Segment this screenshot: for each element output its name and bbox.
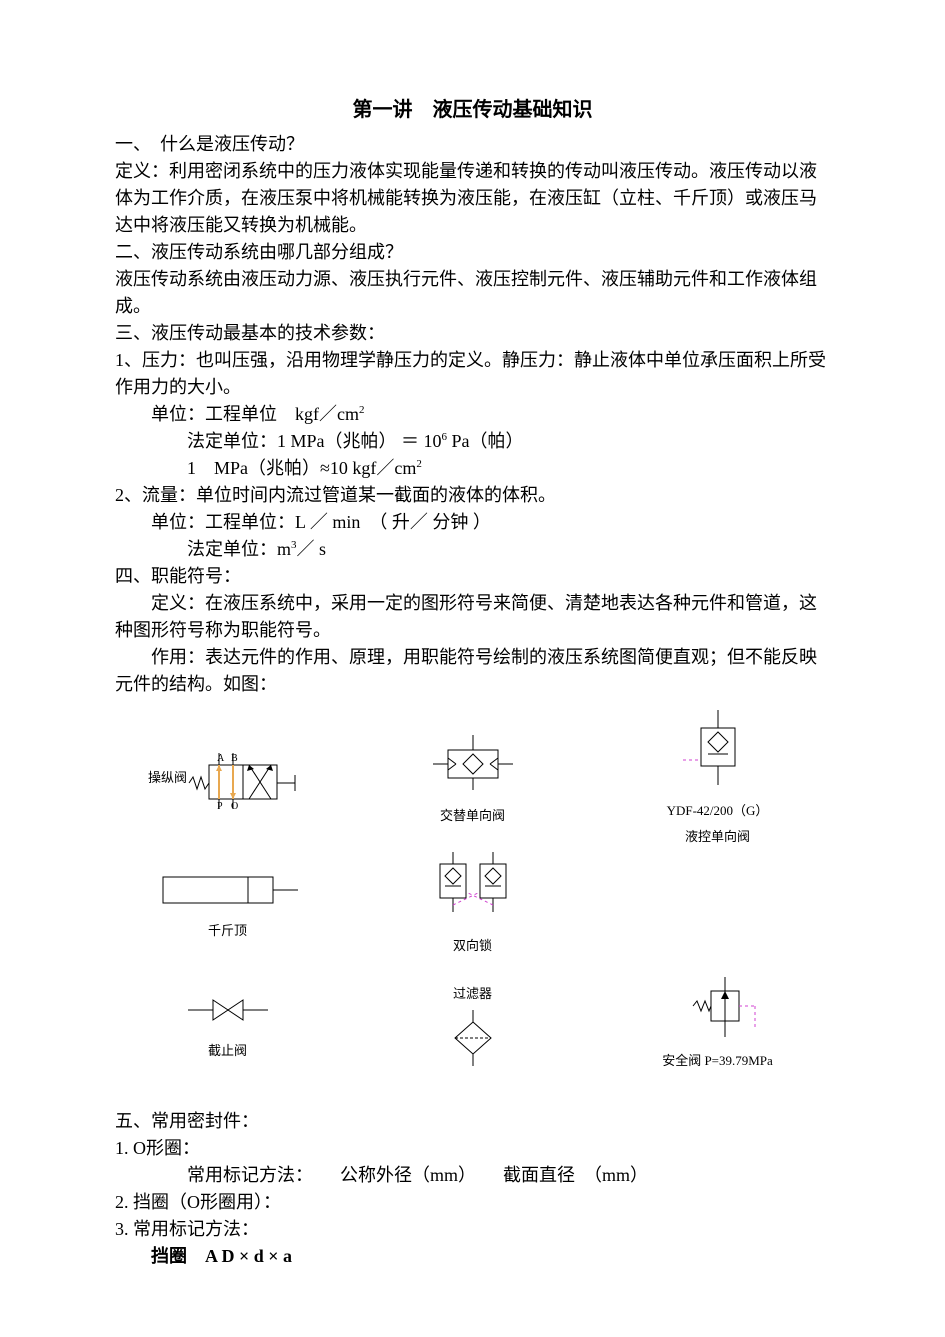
symbol-control-valve: 操纵阀 A bbox=[115, 718, 340, 838]
sec5-p2: 2. 挡圈（O形圈用）： bbox=[115, 1189, 830, 1216]
symbol-grid: 操纵阀 A bbox=[115, 718, 830, 1078]
symbol-shuttle-valve: 交替单向阀 bbox=[360, 718, 585, 838]
sec3-unit1: 单位：工程单位 kgf／cm2 bbox=[115, 401, 830, 428]
symbol-pilot-check-valve: YDF-42/200（G） 液控单向阀 bbox=[605, 718, 830, 838]
sec1-def: 定义：利用密闭系统中的压力液体实现能量传递和转换的传动叫液压传动。液压传动以液体… bbox=[115, 158, 830, 239]
sec2-body: 液压传动系统由液压动力源、液压执行元件、液压控制元件、液压辅助元件和工作液体组成… bbox=[115, 266, 830, 320]
sec3-unit4: 单位：工程单位：L ／ min （ 升／ 分钟 ） bbox=[115, 509, 830, 536]
stop-valve-icon bbox=[183, 985, 273, 1035]
port-O: O bbox=[231, 801, 238, 812]
shuttle-valve-icon bbox=[418, 730, 528, 800]
sec4-heading: 四、职能符号： bbox=[115, 563, 830, 590]
sec5-p1: 1. O形圈： bbox=[115, 1135, 830, 1162]
label-filter: 过滤器 bbox=[453, 984, 492, 1004]
label-control-valve: 操纵阀 bbox=[148, 768, 187, 788]
double-lock-icon bbox=[418, 850, 528, 930]
sec4-def: 定义：在液压系统中，采用一定的图形符号来简便、清楚地表达各种元件和管道，这种图形… bbox=[115, 590, 830, 644]
sec1-heading: 一、 什么是液压传动？ bbox=[115, 131, 830, 158]
jack-icon bbox=[153, 865, 303, 915]
sec2-heading: 二、液压传动系统由哪几部分组成？ bbox=[115, 239, 830, 266]
unit2a: 法定单位：1 MPa（兆帕） ＝ 10 bbox=[187, 431, 442, 451]
symbol-relief-valve: 安全阀 P=39.79MPa bbox=[605, 968, 830, 1078]
label-pilot-check-a: YDF-42/200（G） bbox=[667, 801, 769, 821]
label-double-lock: 双向锁 bbox=[453, 936, 492, 956]
sec5-heading: 五、常用密封件： bbox=[115, 1108, 830, 1135]
lecture-title: 第一讲 液压传动基础知识 bbox=[115, 95, 830, 125]
sec3-heading: 三、液压传动最基本的技术参数： bbox=[115, 320, 830, 347]
unit3sup: 2 bbox=[416, 458, 422, 470]
symbol-double-lock: 双向锁 bbox=[360, 848, 585, 958]
unit5a: 法定单位：m bbox=[187, 539, 291, 559]
unit5b: ／ s bbox=[297, 539, 327, 559]
pilot-check-valve-icon bbox=[673, 710, 763, 795]
label-jack: 千斤顶 bbox=[208, 921, 247, 941]
symbol-empty-r2c3 bbox=[605, 848, 830, 958]
port-P: P bbox=[217, 801, 223, 812]
relief-valve-icon bbox=[663, 975, 773, 1045]
sec3-unit5: 法定单位：m3／ s bbox=[115, 536, 830, 563]
sec3-unit2: 法定单位：1 MPa（兆帕） ＝ 106 Pa（帕） bbox=[115, 428, 830, 455]
label-relief-valve: 安全阀 P=39.79MPa bbox=[662, 1051, 773, 1071]
unit2b: Pa（帕） bbox=[447, 431, 524, 451]
sec5-p3b: 挡圈 A D × d × a bbox=[115, 1243, 830, 1270]
sec4-use: 作用：表达元件的作用、原理，用职能符号绘制的液压系统图简便直观；但不能反映元件的… bbox=[115, 644, 830, 698]
sec3-flow: 2、流量：单位时间内流过管道某一截面的液体的体积。 bbox=[115, 482, 830, 509]
label-shuttle-valve: 交替单向阀 bbox=[440, 806, 505, 826]
control-valve-icon: A B P O bbox=[187, 743, 307, 813]
filter-icon bbox=[443, 1008, 503, 1068]
sec5-p1b: 常用标记方法： 公称外径（mm） 截面直径 （mm） bbox=[115, 1162, 830, 1189]
unit1-sup: 2 bbox=[359, 404, 365, 416]
port-B: B bbox=[231, 753, 238, 764]
sec5-p3: 3. 常用标记方法： bbox=[115, 1216, 830, 1243]
symbol-jack: 千斤顶 bbox=[115, 848, 340, 958]
unit3a: 1 MPa（兆帕）≈10 kgf／cm bbox=[187, 458, 416, 478]
port-A: A bbox=[217, 753, 225, 764]
label-pilot-check-b: 液控单向阀 bbox=[685, 827, 750, 847]
sec3-pressure: 1、压力：也叫压强，沿用物理学静压力的定义。静压力：静止液体中单位承压面积上所受… bbox=[115, 347, 830, 401]
sec3-unit3: 1 MPa（兆帕）≈10 kgf／cm2 bbox=[115, 455, 830, 482]
unit1-text: 单位：工程单位 kgf／cm bbox=[151, 404, 359, 424]
symbol-stop-valve: 截止阀 bbox=[115, 968, 340, 1078]
label-stop-valve: 截止阀 bbox=[208, 1041, 247, 1061]
symbol-filter: 过滤器 bbox=[360, 968, 585, 1078]
